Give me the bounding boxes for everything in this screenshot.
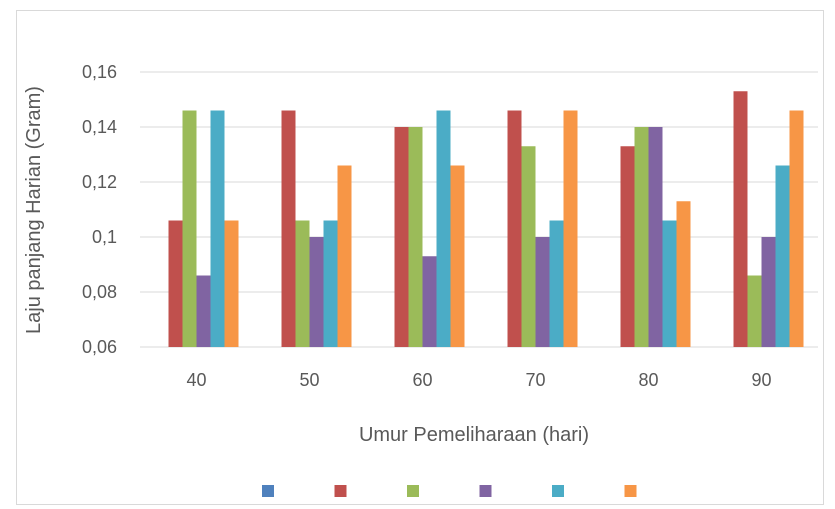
y-tick-label: 0,16 [82, 62, 117, 82]
bar [789, 110, 804, 347]
bar [620, 146, 635, 347]
y-tick-label: 0,1 [92, 227, 117, 247]
bar [563, 110, 578, 347]
bar [210, 110, 225, 347]
bar [634, 127, 649, 347]
x-tick-label: 60 [412, 370, 432, 390]
bar [450, 165, 465, 347]
bar [761, 237, 776, 347]
legend-swatch [624, 485, 637, 497]
legend [262, 485, 637, 497]
legend-swatch [334, 485, 347, 497]
bar [408, 127, 423, 347]
y-tick-label: 0,12 [82, 172, 117, 192]
x-tick-label: 80 [638, 370, 658, 390]
x-tick-label: 50 [299, 370, 319, 390]
bar [196, 275, 211, 347]
legend-swatch [552, 485, 564, 497]
bar [182, 110, 197, 347]
bar [549, 220, 564, 347]
bar [309, 237, 324, 347]
bar [224, 220, 239, 347]
bar [436, 110, 451, 347]
bars [168, 91, 804, 347]
bar [168, 220, 183, 347]
gridlines [140, 71, 818, 348]
legend-swatch [479, 485, 492, 497]
bar [747, 275, 762, 347]
x-tick-label: 90 [751, 370, 771, 390]
bar [648, 127, 663, 347]
bar [775, 165, 790, 347]
bar [295, 220, 310, 347]
y-tick-label: 0,14 [82, 117, 117, 137]
bar [422, 256, 437, 347]
bar [535, 237, 550, 347]
legend-swatch [407, 485, 419, 497]
legend-swatch [262, 485, 274, 497]
bar [662, 220, 677, 347]
x-axis-title: Umur Pemeliharaan (hari) [359, 424, 589, 446]
bar [337, 165, 352, 347]
x-tick-label: 40 [186, 370, 206, 390]
x-tick-labels: 40 50 60 70 80 90 [186, 370, 771, 390]
y-tick-labels: 0,06 0,08 0,1 0,12 0,14 0,16 [82, 62, 117, 357]
y-tick-label: 0,06 [82, 337, 117, 357]
bar [507, 110, 522, 347]
y-axis-title: Laju panjang Harian (Gram) [23, 86, 45, 334]
bar [733, 91, 748, 347]
bar [323, 220, 338, 347]
bar [394, 127, 409, 347]
x-tick-label: 70 [525, 370, 545, 390]
y-tick-label: 0,08 [82, 282, 117, 302]
bar [521, 146, 536, 347]
bar [281, 110, 296, 347]
bar [676, 201, 691, 347]
